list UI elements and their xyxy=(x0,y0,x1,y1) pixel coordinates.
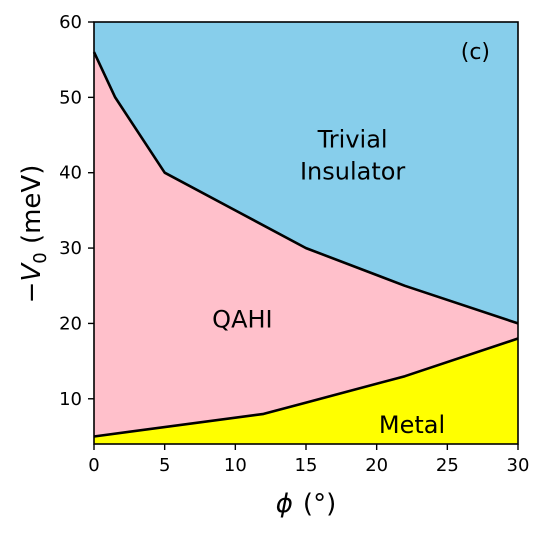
y-axis-unit: (meV) xyxy=(17,165,47,253)
x-axis-ticks: 0 5 10 15 20 25 30 xyxy=(88,444,529,476)
region-fills xyxy=(94,22,518,444)
boundary-lines xyxy=(92,51,519,438)
y-tick-label: 50 xyxy=(59,87,82,108)
y-axis-base: −V xyxy=(17,262,47,304)
y-tick-label: 20 xyxy=(59,313,82,334)
x-tick-label: 20 xyxy=(365,455,388,476)
region-label-2-line-0: Metal xyxy=(379,411,445,439)
x-tick-label: 10 xyxy=(224,455,247,476)
x-axis-unit: (°) xyxy=(303,489,336,519)
x-tick-label: 30 xyxy=(507,455,530,476)
x-tick-label: 0 xyxy=(88,455,99,476)
x-axis-label: ϕ (°) xyxy=(276,489,336,519)
boundary-line-upper xyxy=(92,51,519,325)
y-tick-label: 10 xyxy=(59,389,82,410)
x-axis-symbol: ϕ xyxy=(276,489,293,519)
region-label-1-line-0: QAHI xyxy=(212,306,272,334)
y-tick-label: 30 xyxy=(59,238,82,259)
y-axis-subscript: 0 xyxy=(30,252,51,263)
region-trivial-insulator xyxy=(94,22,518,324)
region-metal xyxy=(94,338,518,444)
x-tick-label: 25 xyxy=(436,455,459,476)
x-tick-label: 15 xyxy=(295,455,318,476)
region-labels: Trivial Insulator QAHI Metal xyxy=(212,125,445,439)
y-axis-ticks: 10 20 30 40 50 60 xyxy=(59,12,94,410)
region-qahi xyxy=(94,52,518,437)
y-tick-label: 40 xyxy=(59,163,82,184)
y-axis-label: −V0 (meV) xyxy=(17,165,51,304)
panel-label: (c) xyxy=(461,40,490,65)
region-label-0-line-0: Trivial xyxy=(317,125,388,153)
x-tick-label: 5 xyxy=(159,455,170,476)
region-label-0-line-1: Insulator xyxy=(300,157,405,185)
y-tick-label: 60 xyxy=(59,12,82,33)
boundary-line-lower xyxy=(93,337,519,438)
